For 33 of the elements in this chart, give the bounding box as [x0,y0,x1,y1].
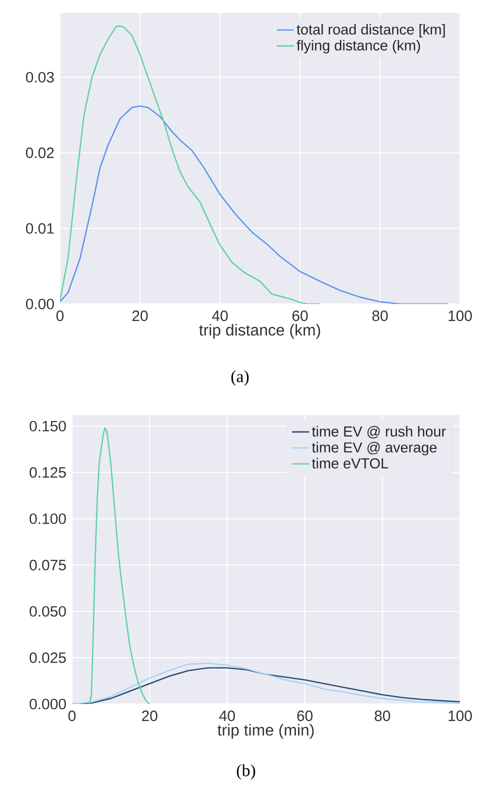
legend-label: flying distance (km) [296,40,420,54]
legend-label: total road distance [km] [296,24,445,38]
x-tick-label: 100 [448,310,472,322]
x-axis-title: trip distance (km) [199,324,320,339]
y-tick-label: 0.00 [26,298,54,310]
x-tick-label: 40 [212,310,228,322]
text: (a) [231,370,249,386]
line-series [88,427,150,704]
x-tick-label: 40 [219,710,235,722]
x-tick-label: 80 [372,310,388,322]
x-tick-label: 60 [292,310,308,322]
x-tick-label: 100 [448,710,472,722]
x-tick-label: 0 [68,710,76,722]
y-tick-label: 0.01 [26,223,54,234]
y-tick-label: 0.125 [30,467,66,478]
y-tick-label: 0.025 [30,652,66,663]
y-tick-label: 0.150 [30,420,66,432]
text: (b) [236,764,256,780]
legend-label: time EV @ average [312,442,437,456]
x-tick-label: 0 [56,310,64,322]
y-tick-label: 0.075 [30,560,66,570]
x-tick-label: 80 [374,710,390,722]
x-tick-label: 20 [132,310,148,322]
x-tick-label: 20 [142,710,158,722]
x-axis-title: trip time (min) [218,724,314,739]
x-tick-label: 60 [297,710,313,722]
y-tick-label: 0.000 [30,698,66,710]
legend-label: time EV @ rush hour [312,426,446,438]
y-tick-label: 0.050 [30,606,66,617]
y-tick-label: 0.03 [26,72,54,83]
y-tick-label: 0.100 [30,513,66,524]
y-tick-label: 0.02 [26,148,54,158]
legend-label: time eVTOL [312,458,388,468]
